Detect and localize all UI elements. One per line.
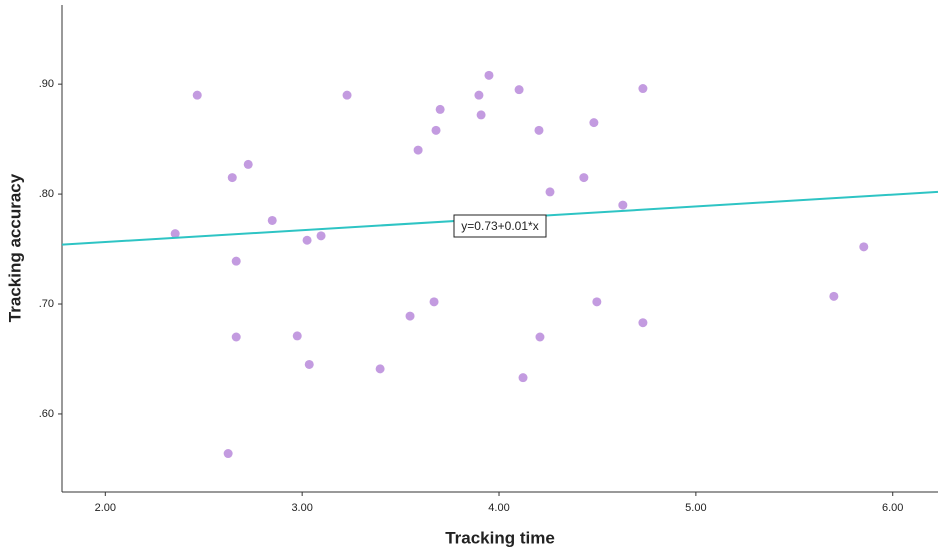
point: [518, 373, 528, 383]
point: [267, 215, 277, 225]
point: [514, 85, 524, 95]
point: [431, 125, 441, 135]
point: [859, 242, 869, 252]
point: [638, 84, 648, 94]
x-tick-label: 2.00: [95, 502, 116, 514]
point: [231, 256, 241, 266]
point: [638, 318, 648, 328]
point: [292, 331, 302, 341]
point: [192, 90, 202, 100]
point: [618, 200, 628, 210]
x-tick-label: 5.00: [685, 502, 706, 514]
x-tick-label: 4.00: [488, 502, 509, 514]
x-axis-title: Tracking time: [445, 528, 555, 547]
point: [589, 118, 599, 128]
point: [545, 187, 555, 197]
point: [534, 125, 544, 135]
point: [592, 297, 602, 307]
point: [375, 364, 385, 374]
fit-label-box: [453, 214, 547, 238]
point: [227, 173, 237, 183]
point: [579, 173, 589, 183]
point: [304, 359, 314, 369]
y-tick-label: .90: [39, 78, 54, 90]
y-tick-label: .60: [39, 408, 54, 420]
point: [231, 332, 241, 342]
point: [170, 229, 180, 239]
fit-label: y=0.73+0.01*x: [461, 219, 538, 233]
point: [316, 231, 326, 241]
point: [535, 332, 545, 342]
point: [476, 110, 486, 120]
point: [474, 90, 484, 100]
point: [413, 145, 423, 155]
x-tick-label: 3.00: [291, 502, 312, 514]
y-tick-label: .70: [39, 298, 54, 310]
x-tick-label: 6.00: [882, 502, 903, 514]
point: [829, 291, 839, 301]
y-axis-title: Tracking accuracy: [5, 173, 24, 322]
point: [302, 235, 312, 245]
point: [435, 104, 445, 114]
point: [429, 297, 439, 307]
point: [484, 70, 494, 80]
point: [342, 90, 352, 100]
y-tick-label: .80: [39, 188, 54, 200]
point: [405, 311, 415, 321]
point: [243, 159, 253, 169]
point: [223, 449, 233, 459]
